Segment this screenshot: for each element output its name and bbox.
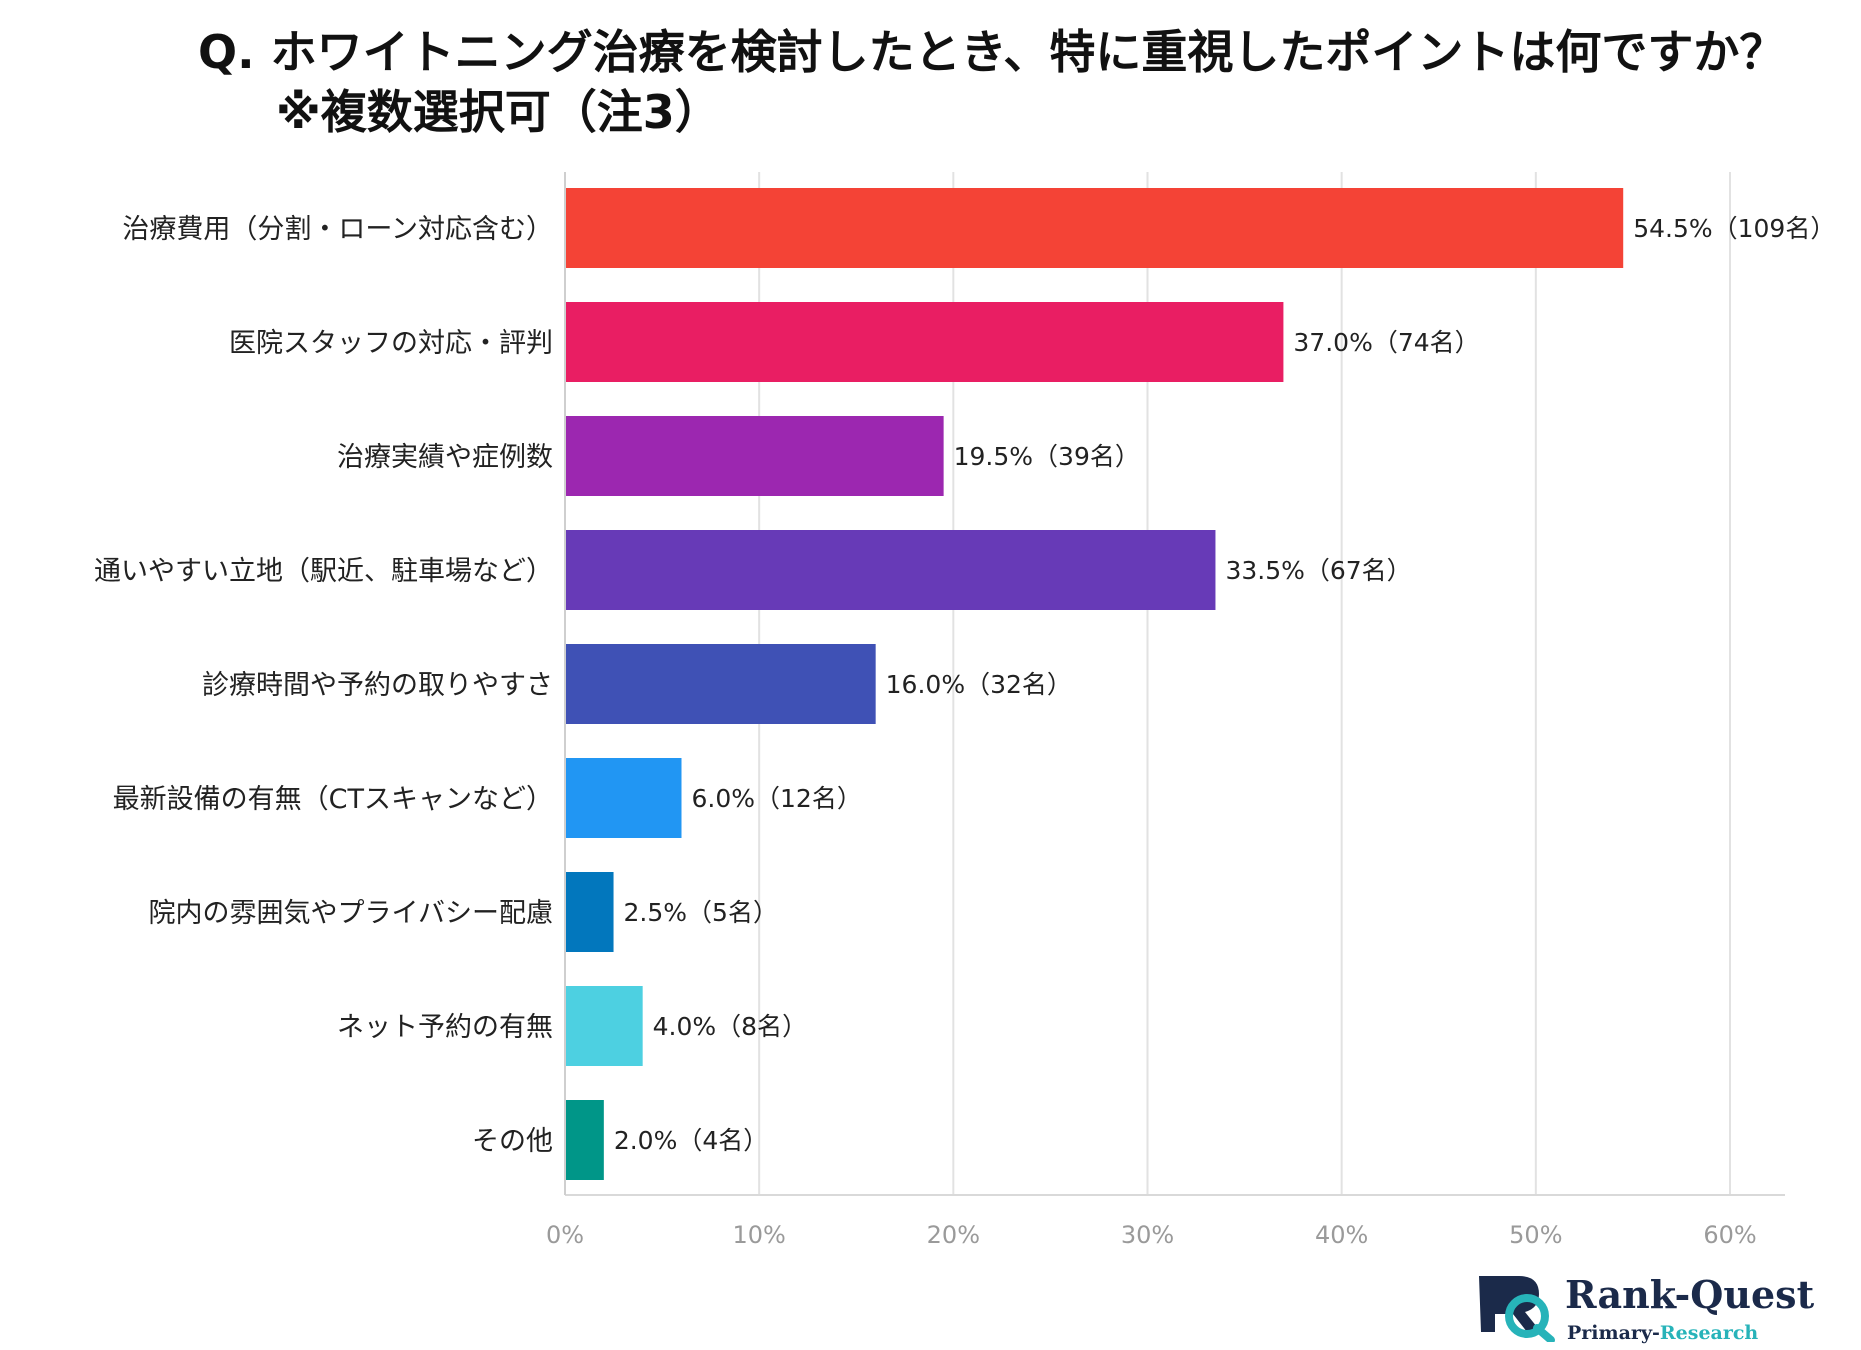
- category-label: 最新設備の有無（CTスキャンなど）: [113, 784, 553, 815]
- x-tick-label: 20%: [927, 1221, 980, 1249]
- value-label: 16.0%（32名）: [886, 670, 1072, 699]
- bar: [565, 188, 1624, 268]
- x-tick-labels: 0% 10% 20% 30% 40% 50% 60%: [546, 1221, 1757, 1249]
- category-label: ネット予約の有無: [337, 1012, 553, 1043]
- x-tick-label: 60%: [1703, 1221, 1756, 1249]
- value-label: 33.5%（67名）: [1225, 556, 1411, 585]
- chart-title: Q. ホワイトニング治療を検討したとき、特に重視したポイントは何ですか？ ※複数…: [198, 22, 1785, 142]
- logo-subtitle: Primary-Research: [1567, 1322, 1758, 1344]
- value-label: 19.5%（39名）: [954, 442, 1140, 471]
- x-tick-label: 40%: [1315, 1221, 1368, 1249]
- bar: [565, 986, 643, 1066]
- x-tick-label: 10%: [732, 1221, 785, 1249]
- logo-name-part2: Quest: [1690, 1272, 1815, 1317]
- logo-sub-part2: Research: [1659, 1322, 1759, 1344]
- logo-mark-icon: [1479, 1276, 1555, 1342]
- logo-sub-part1: Primary-: [1567, 1322, 1660, 1344]
- logo-name-part1: Rank-: [1565, 1272, 1691, 1317]
- title-line-1: Q. ホワイトニング治療を検討したとき、特に重視したポイントは何ですか？: [198, 25, 1786, 79]
- value-label: 6.0%（12名）: [692, 784, 862, 813]
- category-label: その他: [472, 1126, 553, 1157]
- category-label: 治療費用（分割・ローン対応含む）: [122, 214, 553, 245]
- value-labels: 54.5%（109名） 37.0%（74名） 19.5%（39名） 33.5%（67名…: [614, 214, 1836, 1155]
- bar: [565, 302, 1284, 382]
- bar: [565, 872, 614, 952]
- category-label: 院内の雰囲気やプライバシー配慮: [149, 898, 553, 929]
- bar-chart: 治療費用（分割・ローン対応含む） 医院スタッフの対応・評判治療実績や症例数通いやす…: [94, 172, 1836, 1249]
- category-label: 治療実績や症例数: [337, 442, 553, 473]
- bars: [565, 188, 1624, 1180]
- logo-name: Rank-Quest: [1565, 1272, 1814, 1317]
- rank-quest-logo: Rank-Quest Primary-Research: [1475, 1270, 1814, 1345]
- bar: [565, 644, 876, 724]
- value-label: 2.5%（5名）: [624, 898, 778, 927]
- x-tick-label: 50%: [1509, 1221, 1562, 1249]
- bar: [565, 758, 682, 838]
- value-label: 2.0%（4名）: [614, 1126, 768, 1155]
- bar: [565, 1100, 604, 1180]
- category-label: 診療時間や予約の取りやすさ: [202, 670, 553, 701]
- bar: [565, 416, 944, 496]
- category-label: 医院スタッフの対応・評判: [229, 328, 553, 359]
- x-tick-label: 30%: [1121, 1221, 1174, 1249]
- category-labels: 治療費用（分割・ローン対応含む） 医院スタッフの対応・評判治療実績や症例数通いやす…: [94, 214, 553, 1157]
- bar: [565, 530, 1216, 610]
- value-label: 37.0%（74名）: [1293, 328, 1479, 357]
- value-label: 4.0%（8名）: [653, 1012, 807, 1041]
- title-line-2: ※複数選択可（注3）: [276, 85, 721, 139]
- value-label: 54.5%（109名）: [1633, 214, 1835, 243]
- category-label: 通いやすい立地（駅近、駐車場など）: [94, 556, 553, 587]
- x-tick-label: 0%: [546, 1221, 584, 1249]
